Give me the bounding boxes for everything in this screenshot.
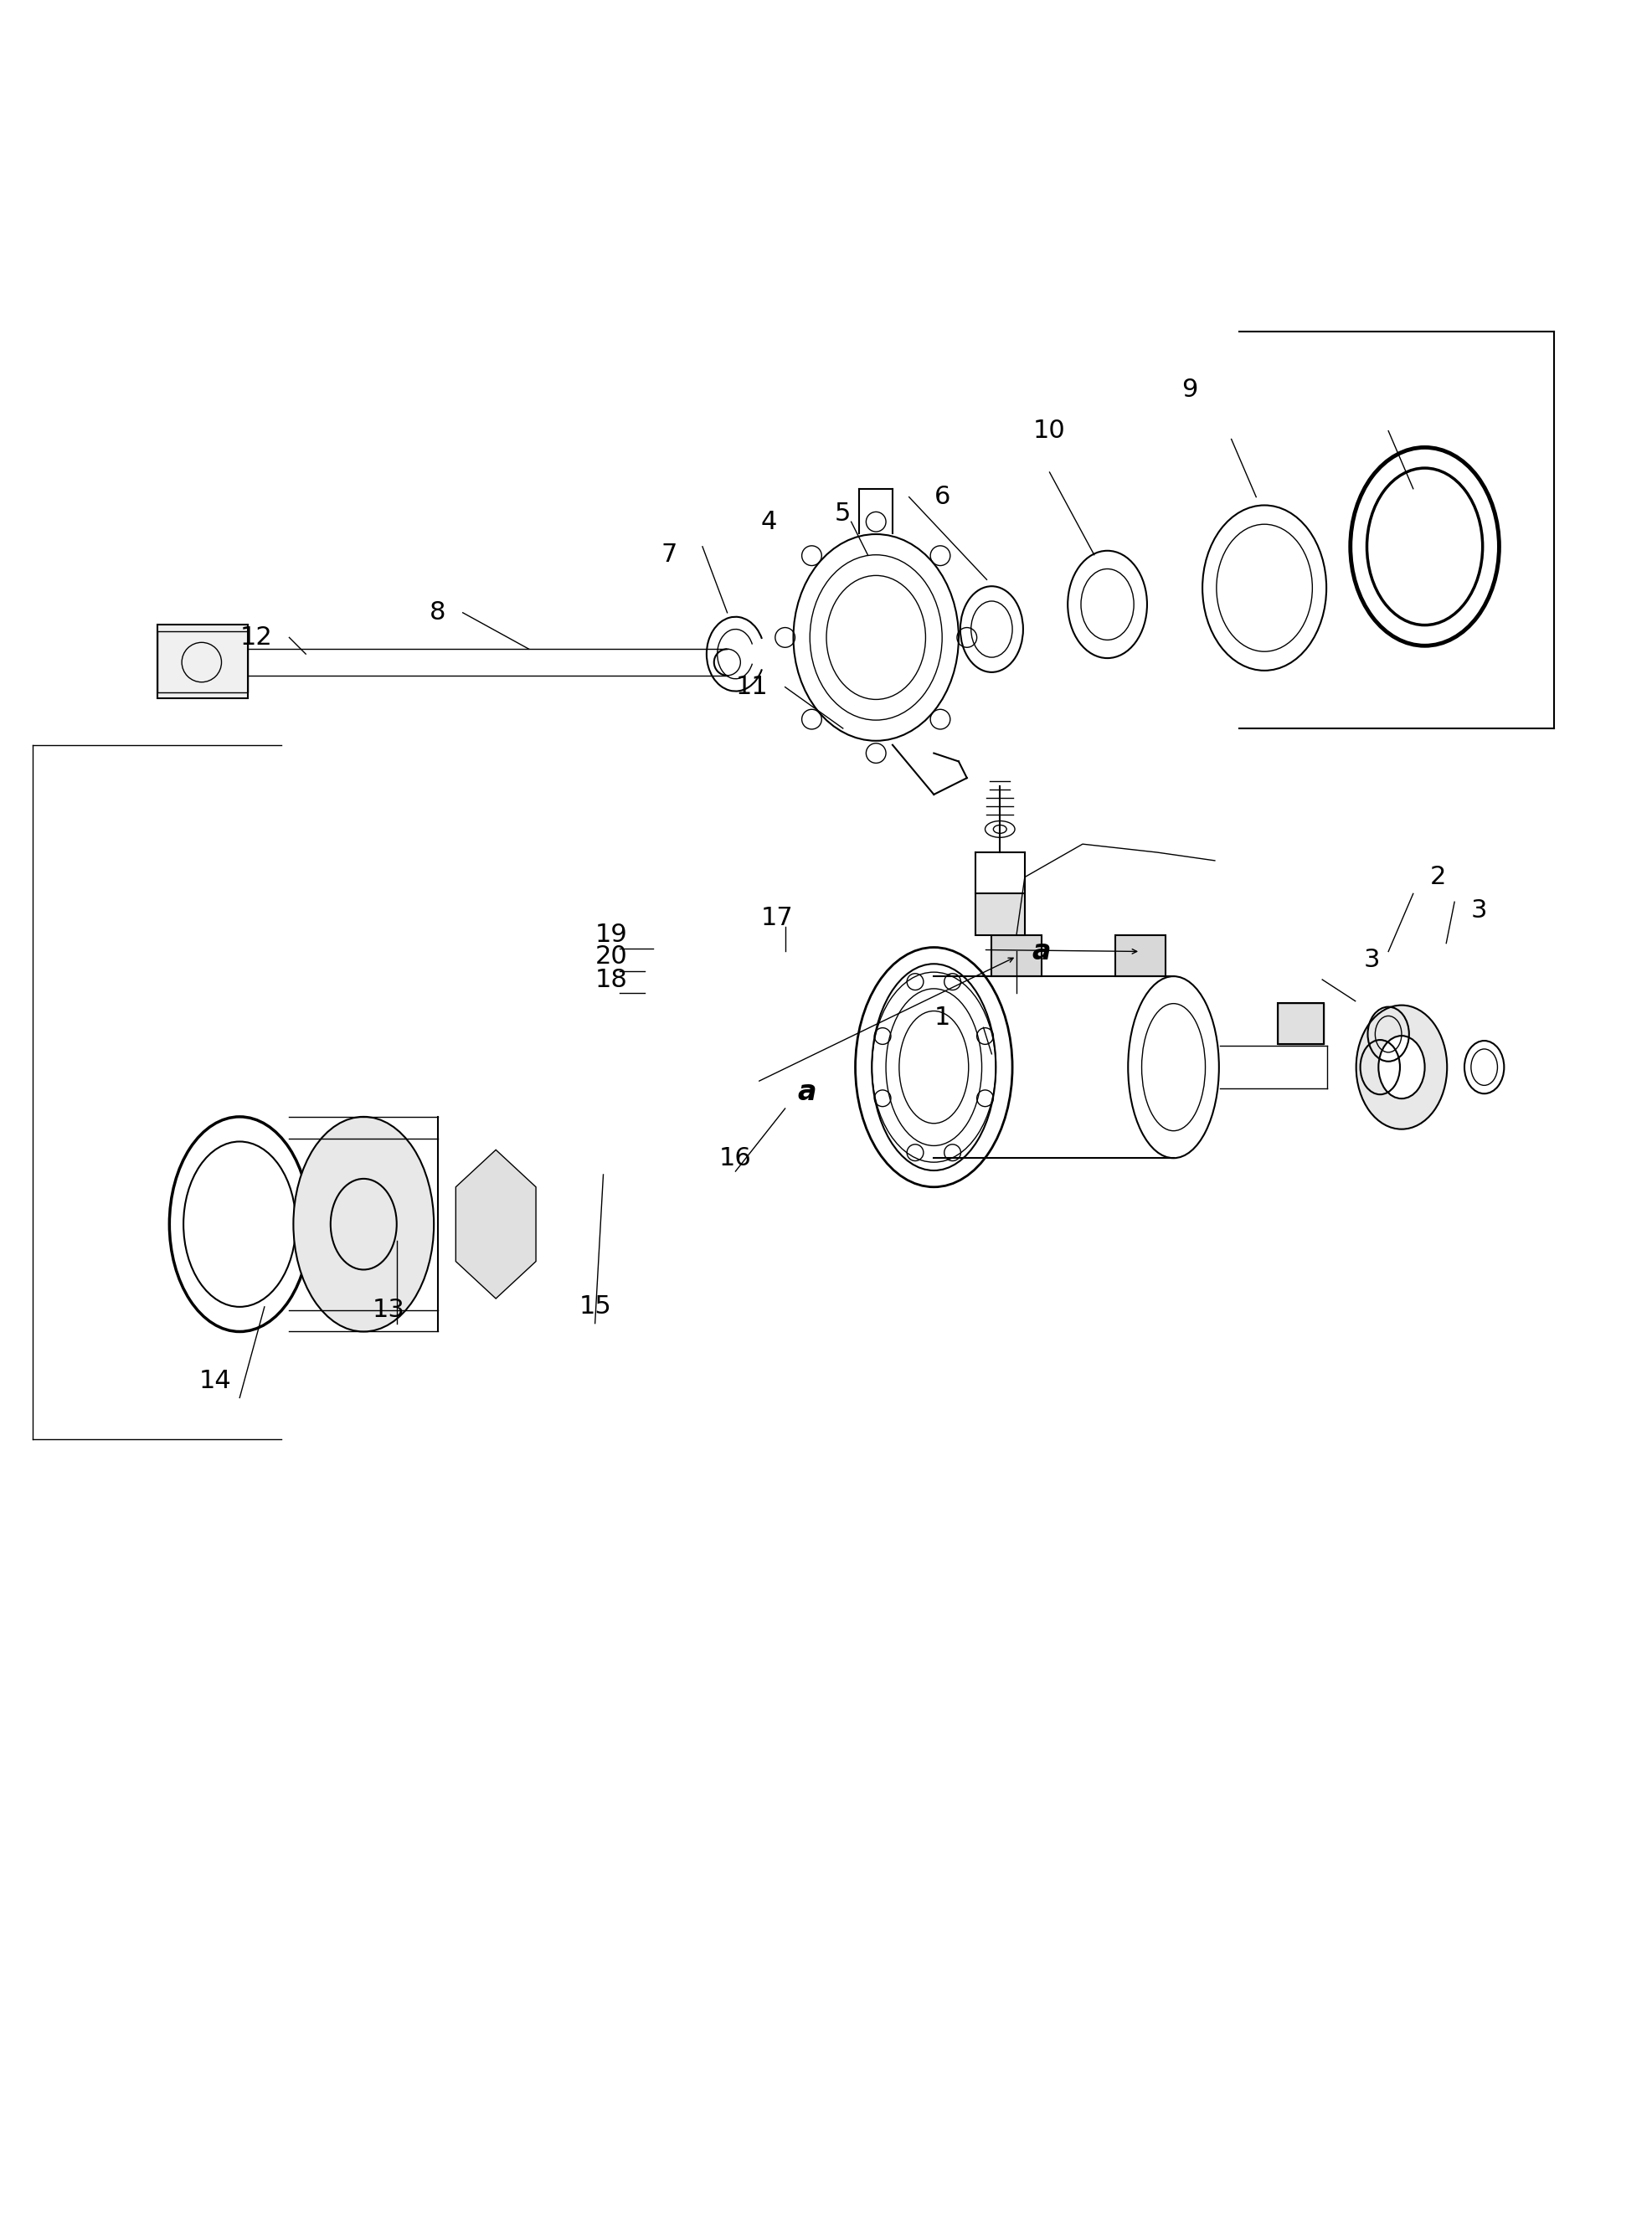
- Bar: [991, 936, 1041, 975]
- Text: 1: 1: [933, 1007, 950, 1029]
- Ellipse shape: [463, 1175, 529, 1275]
- Ellipse shape: [1355, 1004, 1447, 1128]
- Text: 12: 12: [240, 625, 273, 650]
- Bar: [1277, 1002, 1323, 1044]
- Bar: [1277, 1002, 1323, 1044]
- Text: 8: 8: [430, 601, 446, 625]
- Text: 20: 20: [595, 944, 628, 969]
- Ellipse shape: [1378, 1035, 1424, 1100]
- Text: a: a: [796, 1077, 816, 1106]
- Text: 10: 10: [1032, 419, 1066, 443]
- Bar: [1115, 936, 1165, 975]
- Text: 19: 19: [595, 922, 628, 947]
- Polygon shape: [456, 1151, 535, 1299]
- Text: 3: 3: [1363, 947, 1379, 971]
- Ellipse shape: [294, 1117, 433, 1332]
- Bar: [157, 632, 248, 692]
- Text: 5: 5: [834, 501, 851, 525]
- Text: 17: 17: [760, 907, 793, 931]
- Text: 2: 2: [1429, 865, 1446, 889]
- Text: 13: 13: [372, 1297, 405, 1321]
- Text: 4: 4: [760, 510, 776, 534]
- Text: 11: 11: [735, 674, 768, 698]
- Text: a: a: [1031, 938, 1051, 964]
- Text: 7: 7: [661, 543, 677, 568]
- Text: 14: 14: [198, 1370, 231, 1392]
- Text: 15: 15: [578, 1295, 611, 1319]
- Bar: [975, 893, 1024, 936]
- Text: 18: 18: [595, 967, 628, 991]
- Text: 3: 3: [1470, 898, 1487, 922]
- Text: 16: 16: [719, 1146, 752, 1171]
- Text: 9: 9: [1181, 377, 1198, 401]
- Bar: [157, 625, 248, 698]
- Text: 6: 6: [933, 486, 950, 510]
